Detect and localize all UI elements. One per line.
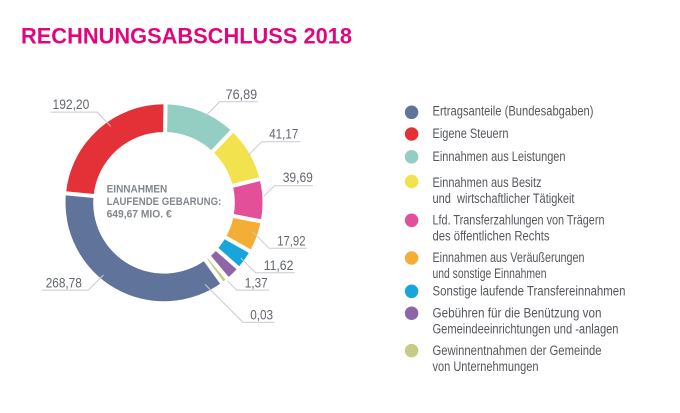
svg-text:Gemeindeeinrichtungen und -anl: Gemeindeeinrichtungen und -anlagen xyxy=(433,321,619,336)
svg-text:268,78: 268,78 xyxy=(46,276,82,291)
svg-text:Sonstige laufende Transfereinn: Sonstige laufende Transfereinnahmen xyxy=(433,283,626,298)
svg-text:des öffentlichen Rechts: des öffentlichen Rechts xyxy=(433,229,550,244)
svg-text:LAUFENDE GEBARUNG:: LAUFENDE GEBARUNG: xyxy=(107,196,222,208)
svg-text:17,92: 17,92 xyxy=(277,234,305,249)
svg-text:649,67 MIO. €: 649,67 MIO. € xyxy=(107,209,172,221)
svg-text:Einnahmen aus Besitz: Einnahmen aus Besitz xyxy=(433,175,542,190)
svg-text:39,69: 39,69 xyxy=(283,170,313,185)
svg-text:11,62: 11,62 xyxy=(264,258,294,273)
svg-text:Ertragsanteile (Bundesabgaben): Ertragsanteile (Bundesabgaben) xyxy=(433,104,594,119)
svg-text:Lfd. Transferzahlungen von Trä: Lfd. Transferzahlungen von Trägern xyxy=(433,213,605,228)
svg-text:und wirtschaftlicher Tätigkei: und wirtschaftlicher Tätigkeit xyxy=(433,191,575,206)
svg-text:RECHNUNGSABSCHLUSS 2018: RECHNUNGSABSCHLUSS 2018 xyxy=(21,23,352,48)
svg-text:0,03: 0,03 xyxy=(250,308,273,323)
svg-text:Gebühren für die Benützung von: Gebühren für die Benützung von xyxy=(433,305,602,320)
svg-text:EINNAHMEN: EINNAHMEN xyxy=(107,183,168,195)
svg-text:Einnahmen aus Leistungen: Einnahmen aus Leistungen xyxy=(433,149,566,164)
svg-text:und sonstige Einnahmen: und sonstige Einnahmen xyxy=(433,266,547,281)
svg-text:1,37: 1,37 xyxy=(245,275,268,290)
svg-text:76,89: 76,89 xyxy=(226,87,258,102)
svg-text:Einnahmen aus Veräußerungen: Einnahmen aus Veräußerungen xyxy=(433,250,585,265)
svg-text:von Unternehmungen: von Unternehmungen xyxy=(433,359,539,374)
svg-text:Eigene Steuern: Eigene Steuern xyxy=(433,126,509,141)
svg-text:192,20: 192,20 xyxy=(53,97,90,112)
svg-text:41,17: 41,17 xyxy=(269,126,298,141)
svg-text:Gewinnentnahmen der Gemeinde: Gewinnentnahmen der Gemeinde xyxy=(433,343,602,358)
